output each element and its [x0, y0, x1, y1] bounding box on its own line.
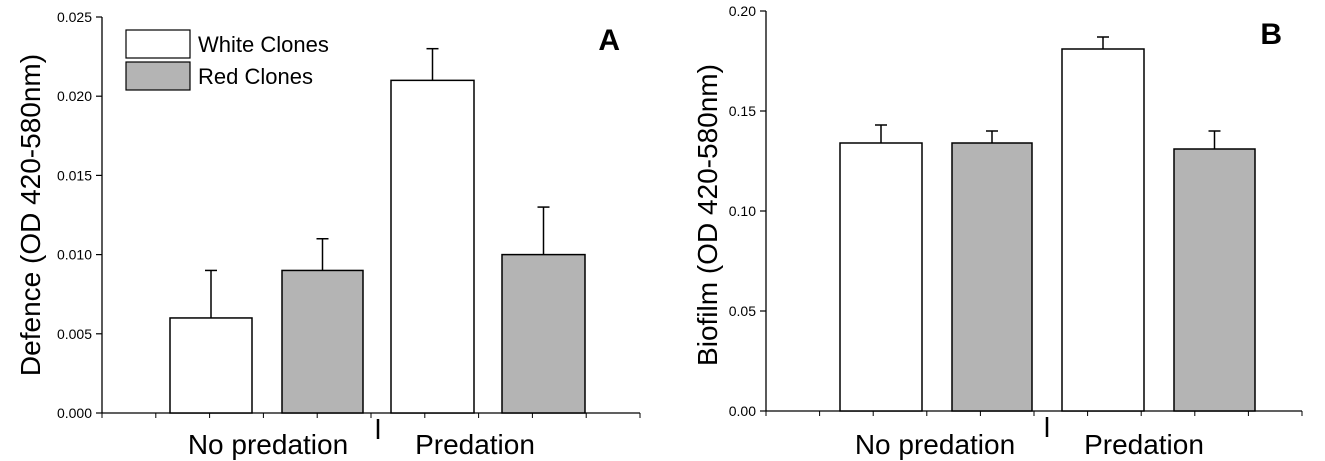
- bar-white-clones-no-predation: [169, 317, 253, 414]
- y-tick-label: 0.05: [729, 303, 756, 319]
- bar-red-clones-no-predation: [951, 142, 1033, 412]
- category-label: No predation: [188, 429, 348, 460]
- legend-swatch: [125, 61, 191, 91]
- bar-red-clones-predation: [1173, 148, 1256, 412]
- category-label: Predation: [1084, 429, 1204, 460]
- legend-swatch: [125, 29, 191, 59]
- y-tick-label: 0.00: [729, 403, 756, 419]
- legend-label: White Clones: [198, 32, 329, 57]
- bar-red-clones-no-predation: [281, 269, 364, 414]
- category-label: No predation: [855, 429, 1015, 460]
- bar-white-clones-no-predation: [839, 142, 923, 412]
- y-tick-label: 0.20: [729, 3, 756, 19]
- bar-white-clones-predation: [390, 79, 475, 414]
- panel-letter: A: [598, 24, 620, 57]
- y-tick-label: 0.000: [57, 405, 92, 421]
- y-tick-label: 0.15: [729, 103, 756, 119]
- y-tick-label: 0.025: [57, 9, 92, 25]
- y-axis-title: Biofilm (OD 420-580nm): [692, 64, 723, 366]
- panel-letter: B: [1260, 18, 1282, 51]
- panel-b-chart: 0.00 0.05 0.10 0.15 0.20 No predation Predatio…: [692, 3, 1303, 460]
- y-tick-label: 0.010: [57, 247, 92, 263]
- bar-white-clones-predation: [1061, 48, 1145, 412]
- y-tick-label: 0.020: [57, 88, 92, 104]
- y-tick-label: 0.015: [57, 167, 92, 183]
- y-axis-title: Defence (OD 420-580nm): [15, 54, 46, 376]
- category-label: Predation: [415, 429, 535, 460]
- legend-label: Red Clones: [198, 64, 313, 89]
- y-tick-label: 0.10: [729, 203, 756, 219]
- bar-red-clones-predation: [501, 253, 586, 414]
- panel-a-chart: 0.000 0.005 0.010 0.015 0.020 0.025 No predati…: [15, 9, 641, 460]
- y-tick-label: 0.005: [57, 326, 92, 342]
